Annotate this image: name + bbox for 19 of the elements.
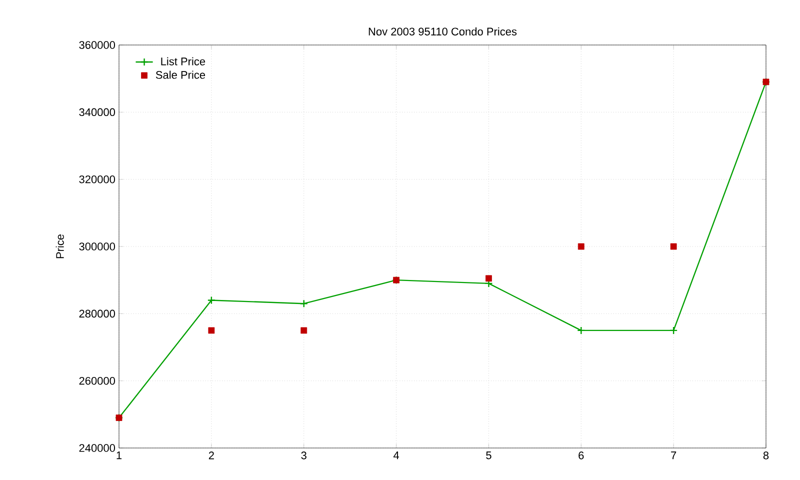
x-tick-label: 6 (578, 452, 584, 460)
x-tick-label: 7 (671, 452, 676, 460)
x-tick-label: 8 (763, 452, 769, 460)
y-tick-label: 280000 (79, 310, 116, 318)
y-tick-label: 240000 (79, 444, 116, 452)
x-tick-label: 1 (116, 452, 122, 460)
x-tick-label: 4 (393, 452, 400, 460)
y-tick-label: 320000 (79, 175, 116, 184)
y-axis-title: Price (56, 234, 64, 258)
x-tick-label: 5 (486, 452, 492, 460)
y-tick-label: 260000 (79, 376, 116, 385)
legend-label: Sale Price (156, 70, 206, 79)
y-tick-label: 360000 (79, 41, 116, 49)
y-tick-label: 340000 (79, 108, 116, 116)
x-tick-label: 2 (208, 452, 214, 460)
chart-title: Nov 2003 95110 Condo Prices (368, 27, 517, 36)
x-tick-label: 3 (301, 452, 306, 460)
legend-label: List Price (161, 57, 206, 66)
y-tick-label: 300000 (79, 242, 116, 250)
